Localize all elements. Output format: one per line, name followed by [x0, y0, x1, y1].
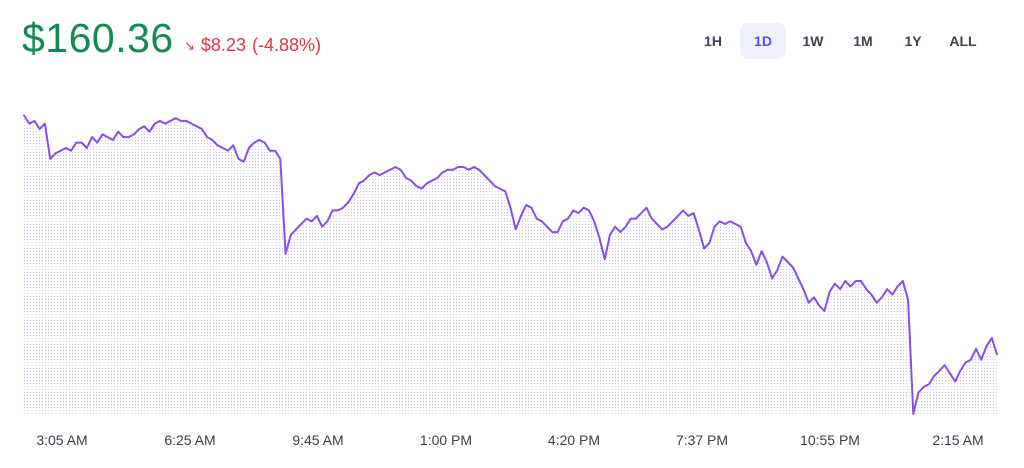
trend-down-arrow-icon: ↘: [184, 37, 195, 53]
range-all-button[interactable]: ALL: [940, 23, 986, 59]
time-range-selector: 1H 1D 1W 1M 1Y ALL: [690, 22, 990, 60]
current-price: $160.36: [22, 15, 174, 61]
range-1d-button[interactable]: 1D: [740, 23, 786, 59]
x-tick-label: 4:20 PM: [548, 432, 600, 448]
price-change: ↘ $8.23 (-4.88%): [184, 34, 321, 56]
range-1w-button[interactable]: 1W: [790, 23, 836, 59]
x-tick-label: 3:05 AM: [36, 432, 87, 448]
x-tick-label: 2:15 AM: [932, 432, 983, 448]
range-1h-button[interactable]: 1H: [690, 23, 736, 59]
range-1m-button[interactable]: 1M: [840, 23, 886, 59]
x-tick-label: 6:25 AM: [164, 432, 215, 448]
price-area-fill: [24, 115, 997, 415]
price-header: $160.36 ↘ $8.23 (-4.88%) 1H 1D 1W 1M 1Y …: [0, 0, 1024, 80]
x-axis-labels: 3:05 AM 6:25 AM 9:45 AM 1:00 PM 4:20 PM 7:37 …: [36, 432, 983, 448]
x-tick-label: 10:55 PM: [800, 432, 860, 448]
x-tick-label: 7:37 PM: [676, 432, 728, 448]
price-line: [23, 114, 998, 415]
price-chart[interactable]: 3:05 AM 6:25 AM 9:45 AM 1:00 PM 4:20 PM 7:37 …: [0, 80, 1024, 468]
x-tick-label: 9:45 AM: [292, 432, 343, 448]
change-percent: (-4.88%): [251, 35, 321, 55]
range-1y-button[interactable]: 1Y: [890, 23, 936, 59]
x-tick-label: 1:00 PM: [420, 432, 472, 448]
change-amount: $8.23: [200, 35, 246, 55]
